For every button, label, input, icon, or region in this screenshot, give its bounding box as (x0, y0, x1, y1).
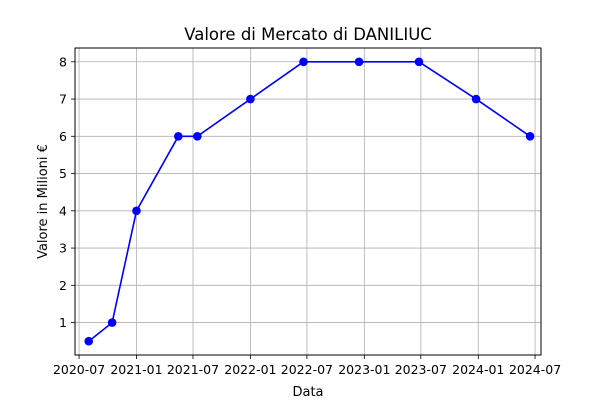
data-point (354, 57, 364, 67)
x-axis-label: Data (292, 385, 323, 400)
x-tick-label: 2023-07 (395, 362, 447, 377)
data-point (84, 336, 94, 346)
x-tick-label: 2022-01 (224, 362, 276, 377)
x-tick-label: 2020-07 (53, 362, 105, 377)
y-axis-label: Valore in Milioni € (36, 144, 51, 259)
data-point (471, 94, 481, 104)
y-tick-label: 2 (59, 278, 67, 293)
y-tick-label: 8 (59, 54, 67, 69)
data-point (107, 318, 117, 327)
data-point (414, 57, 424, 67)
data-point (174, 131, 183, 141)
y-tick-label: 4 (59, 203, 67, 218)
data-point (299, 57, 308, 67)
x-tick-label: 2024-01 (452, 362, 504, 377)
x-tick-label: 2024-07 (509, 362, 561, 377)
y-tick-label: 6 (59, 129, 67, 144)
y-axis-ticks: 1 2 3 4 5 6 7 8 (59, 54, 75, 330)
x-tick-label: 2023-01 (338, 362, 390, 377)
y-tick-label: 1 (59, 315, 67, 330)
x-axis-ticks: 2020-07 2021-01 2021-07 2022-01 2022-07 2023-… (53, 355, 561, 377)
data-point (525, 131, 535, 141)
series-markers (84, 57, 535, 346)
x-tick-label: 2022-07 (281, 362, 333, 377)
data-point (246, 94, 255, 104)
x-tick-label: 2021-07 (167, 362, 219, 377)
plot-frame (74, 47, 542, 356)
x-tick-label: 2021-01 (110, 362, 162, 377)
data-point (132, 206, 141, 216)
y-tick-label: 7 (59, 92, 67, 107)
chart-title: Valore di Mercato di DANILIUC (184, 25, 432, 44)
y-tick-label: 3 (59, 241, 67, 256)
data-point (193, 131, 202, 141)
y-tick-label: 5 (59, 166, 67, 181)
